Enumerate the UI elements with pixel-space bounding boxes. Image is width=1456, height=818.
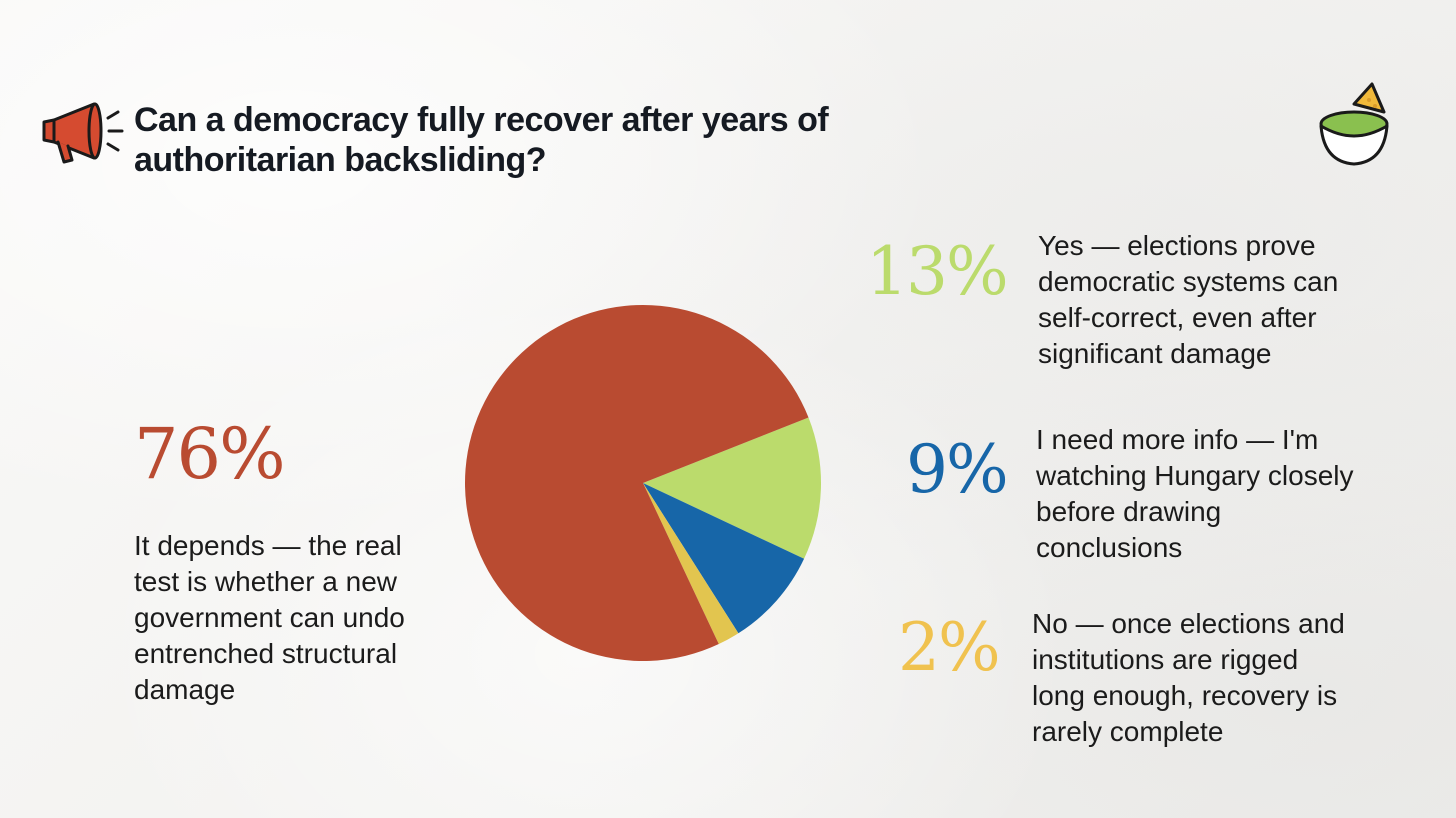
label-13-percent: 13%: [866, 233, 1009, 310]
pie-slice-9: [643, 483, 805, 634]
label-2-description: No — once elections and institutions are…: [1032, 608, 1345, 747]
label-9-percent: 9%: [906, 431, 1009, 508]
pie-chart: [465, 305, 822, 662]
pie-slice-2: [643, 483, 739, 645]
page-title: Can a democracy fully recover after year…: [134, 101, 829, 179]
label-2-percent: 2%: [898, 609, 1001, 686]
pie-slice-76: [465, 305, 809, 662]
label-76-percent: 76%: [134, 413, 286, 495]
label-13-description: Yes — elections prove democratic systems…: [1038, 230, 1339, 369]
guacamole-bowl-icon: [1319, 82, 1389, 166]
label-9-description: I need more info — I'm watching Hungary …: [1036, 424, 1354, 563]
megaphone-icon: [42, 102, 124, 164]
label-76-description: It depends — the real test is whether a …: [134, 530, 405, 705]
pie-slice-13: [643, 417, 822, 559]
